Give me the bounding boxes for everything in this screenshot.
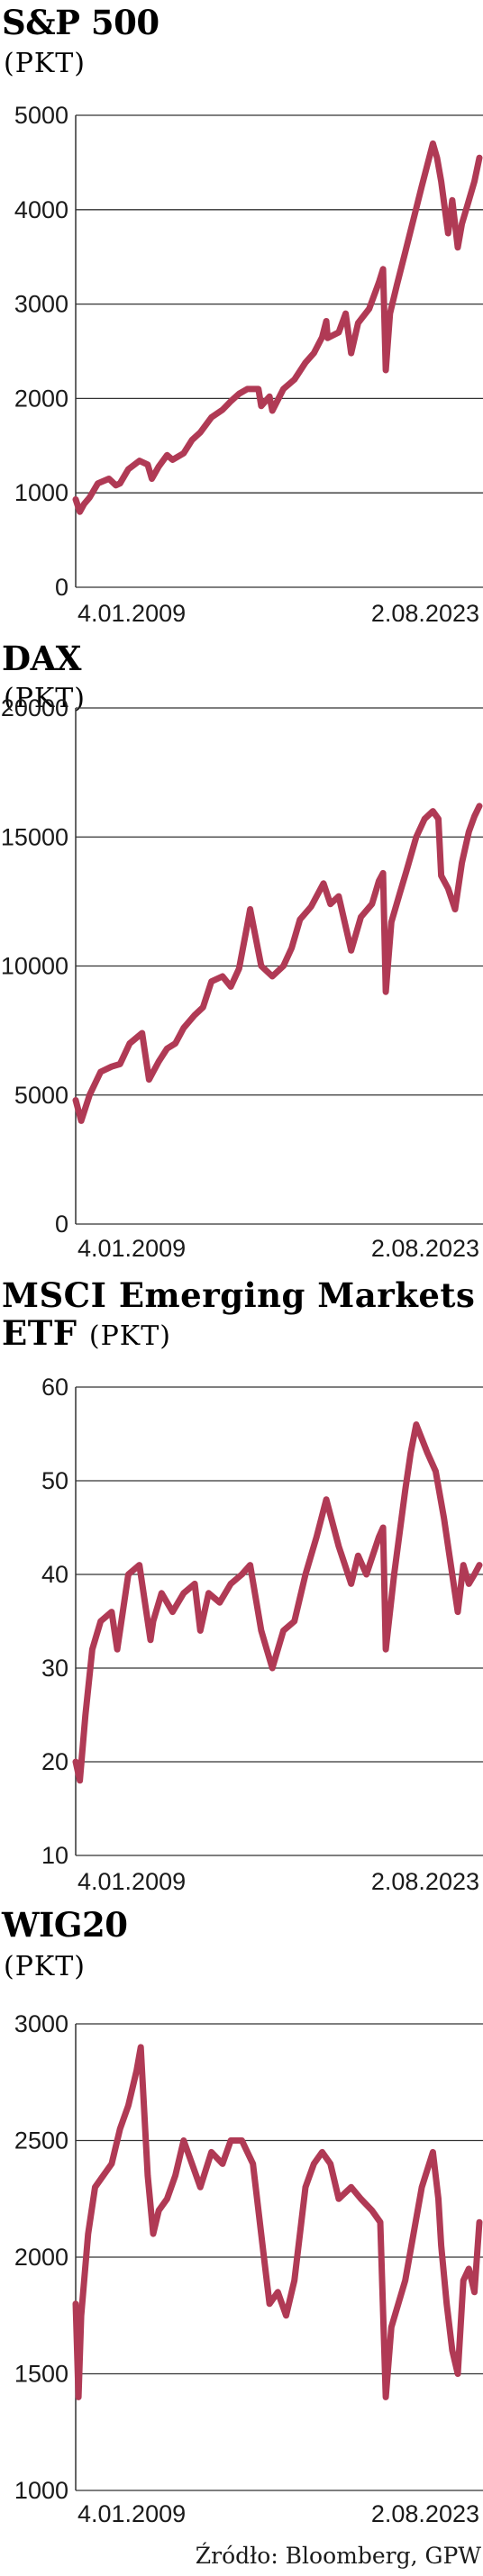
y-tick-label: 3000 (14, 291, 68, 318)
y-tick-label: 0 (55, 1211, 68, 1238)
chart-unit: (PKT) (4, 1951, 86, 1982)
x-end-label: 2.08.2023 (371, 2500, 479, 2527)
y-tick-label: 1000 (14, 479, 68, 506)
chart-unit: (PKT) (89, 1320, 171, 1352)
y-tick-label: 60 (41, 1374, 68, 1401)
y-tick-label: 30 (41, 1655, 68, 1682)
y-tick-label: 5000 (14, 102, 68, 129)
chart-title: WIG20 (1, 1905, 127, 1945)
chart-panel-2: DAX (PKT) 0 5000 10000 15000 20000 4.01.2009 2.0… (1, 639, 483, 1262)
y-tick-label: 15000 (1, 823, 68, 850)
x-end-label: 2.08.2023 (371, 1868, 479, 1895)
y-tick-label: 2000 (14, 2244, 68, 2271)
y-tick-label: 1000 (14, 2477, 68, 2504)
x-end-label: 2.08.2023 (371, 1235, 479, 1262)
chart-panel-1: S&P 500 (PKT) 0 1000 2000 3000 4000 5000 4.01.20… (2, 3, 483, 627)
y-tick-label: 40 (41, 1561, 68, 1588)
x-start-label: 4.01.2009 (77, 1868, 186, 1895)
y-tick-label: 4000 (14, 196, 68, 223)
x-start-label: 4.01.2009 (77, 600, 186, 627)
series-line (72, 1421, 483, 1784)
y-tick-label: 10 (41, 1842, 68, 1869)
y-tick-label: 10000 (1, 953, 68, 980)
chart-panel-4: WIG20 (PKT) 1000 1500 2000 2500 3000 4.01.2009 2… (1, 1905, 483, 2527)
chart-unit: (PKT) (4, 48, 86, 79)
chart-title-line2: ETF (PKT) (2, 1313, 171, 1353)
y-tick-label: 1500 (14, 2361, 68, 2388)
x-start-label: 4.01.2009 (77, 2500, 186, 2527)
y-tick-label: 3000 (14, 2010, 68, 2037)
series-line (72, 140, 483, 515)
chart-title: MSCI Emerging Markets (2, 1275, 475, 1315)
y-tick-label: 2000 (14, 385, 68, 412)
y-tick-label: 2500 (14, 2127, 68, 2154)
y-tick-label: 0 (55, 574, 68, 601)
y-tick-label: 20 (41, 1748, 68, 1775)
x-end-label: 2.08.2023 (371, 600, 479, 627)
y-tick-label: 50 (41, 1467, 68, 1494)
series-line (72, 2044, 483, 2400)
y-tick-label: 5000 (14, 1082, 68, 1109)
y-tick-label: 20000 (1, 694, 68, 721)
chart-unit: (PKT) (4, 683, 86, 714)
x-start-label: 4.01.2009 (77, 1235, 186, 1262)
series-line (72, 803, 483, 1124)
source-note: Źródło: Bloomberg, GPW (196, 2543, 482, 2569)
chart-title: DAX (2, 639, 82, 678)
chart-title: S&P 500 (2, 3, 159, 42)
